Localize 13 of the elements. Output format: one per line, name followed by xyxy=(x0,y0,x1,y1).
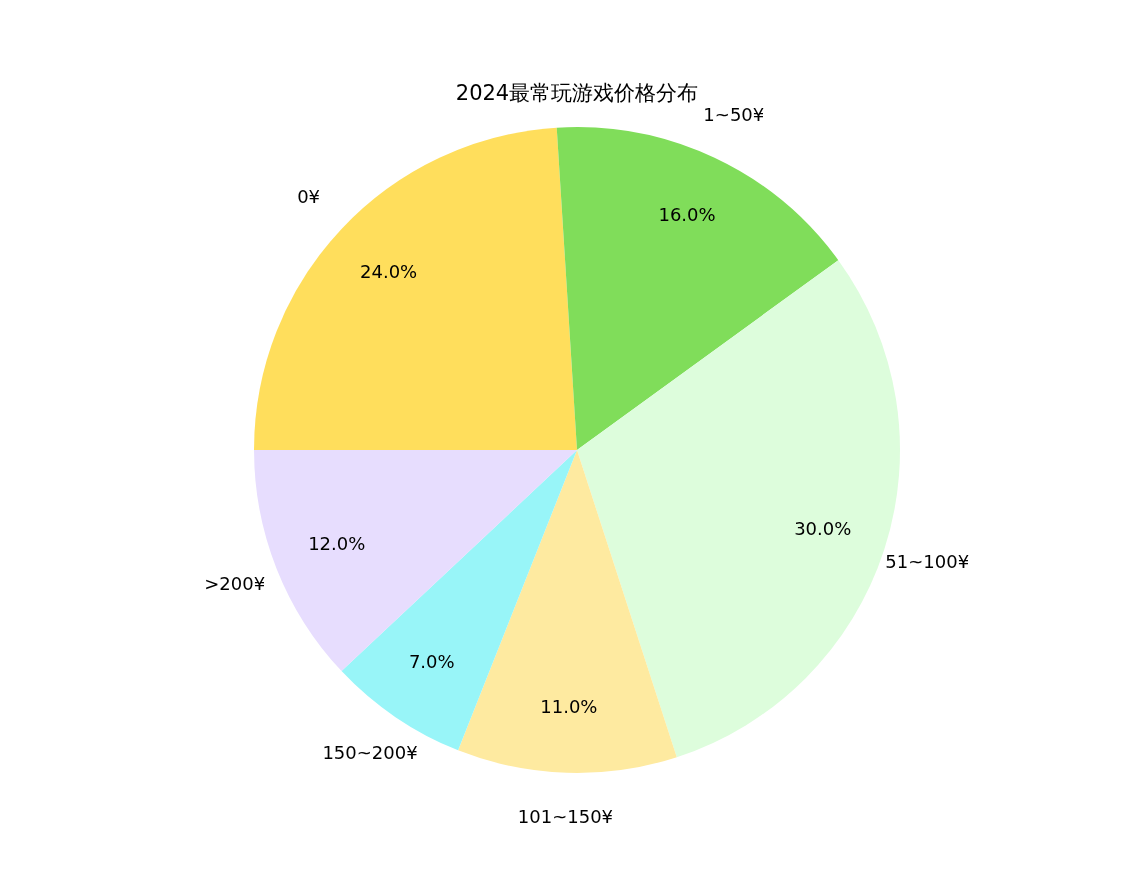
data-label: 11.0% xyxy=(540,695,598,717)
data-label: 12.0% xyxy=(308,532,366,554)
slice-label: 150~200¥ xyxy=(322,742,418,764)
slice-label: 1~50¥ xyxy=(703,104,765,126)
slice-label: 101~150¥ xyxy=(517,805,614,827)
slice-label: 51~100¥ xyxy=(885,551,970,573)
data-label: 7.0% xyxy=(408,651,455,673)
data-label: 16.0% xyxy=(658,203,716,225)
slice-label: >200¥ xyxy=(204,573,266,595)
chart-title: 2024最常玩游戏价格分布 xyxy=(455,81,699,106)
data-label: 24.0% xyxy=(360,260,418,282)
data-label: 30.0% xyxy=(794,517,852,539)
slice-label: 0¥ xyxy=(297,185,321,207)
